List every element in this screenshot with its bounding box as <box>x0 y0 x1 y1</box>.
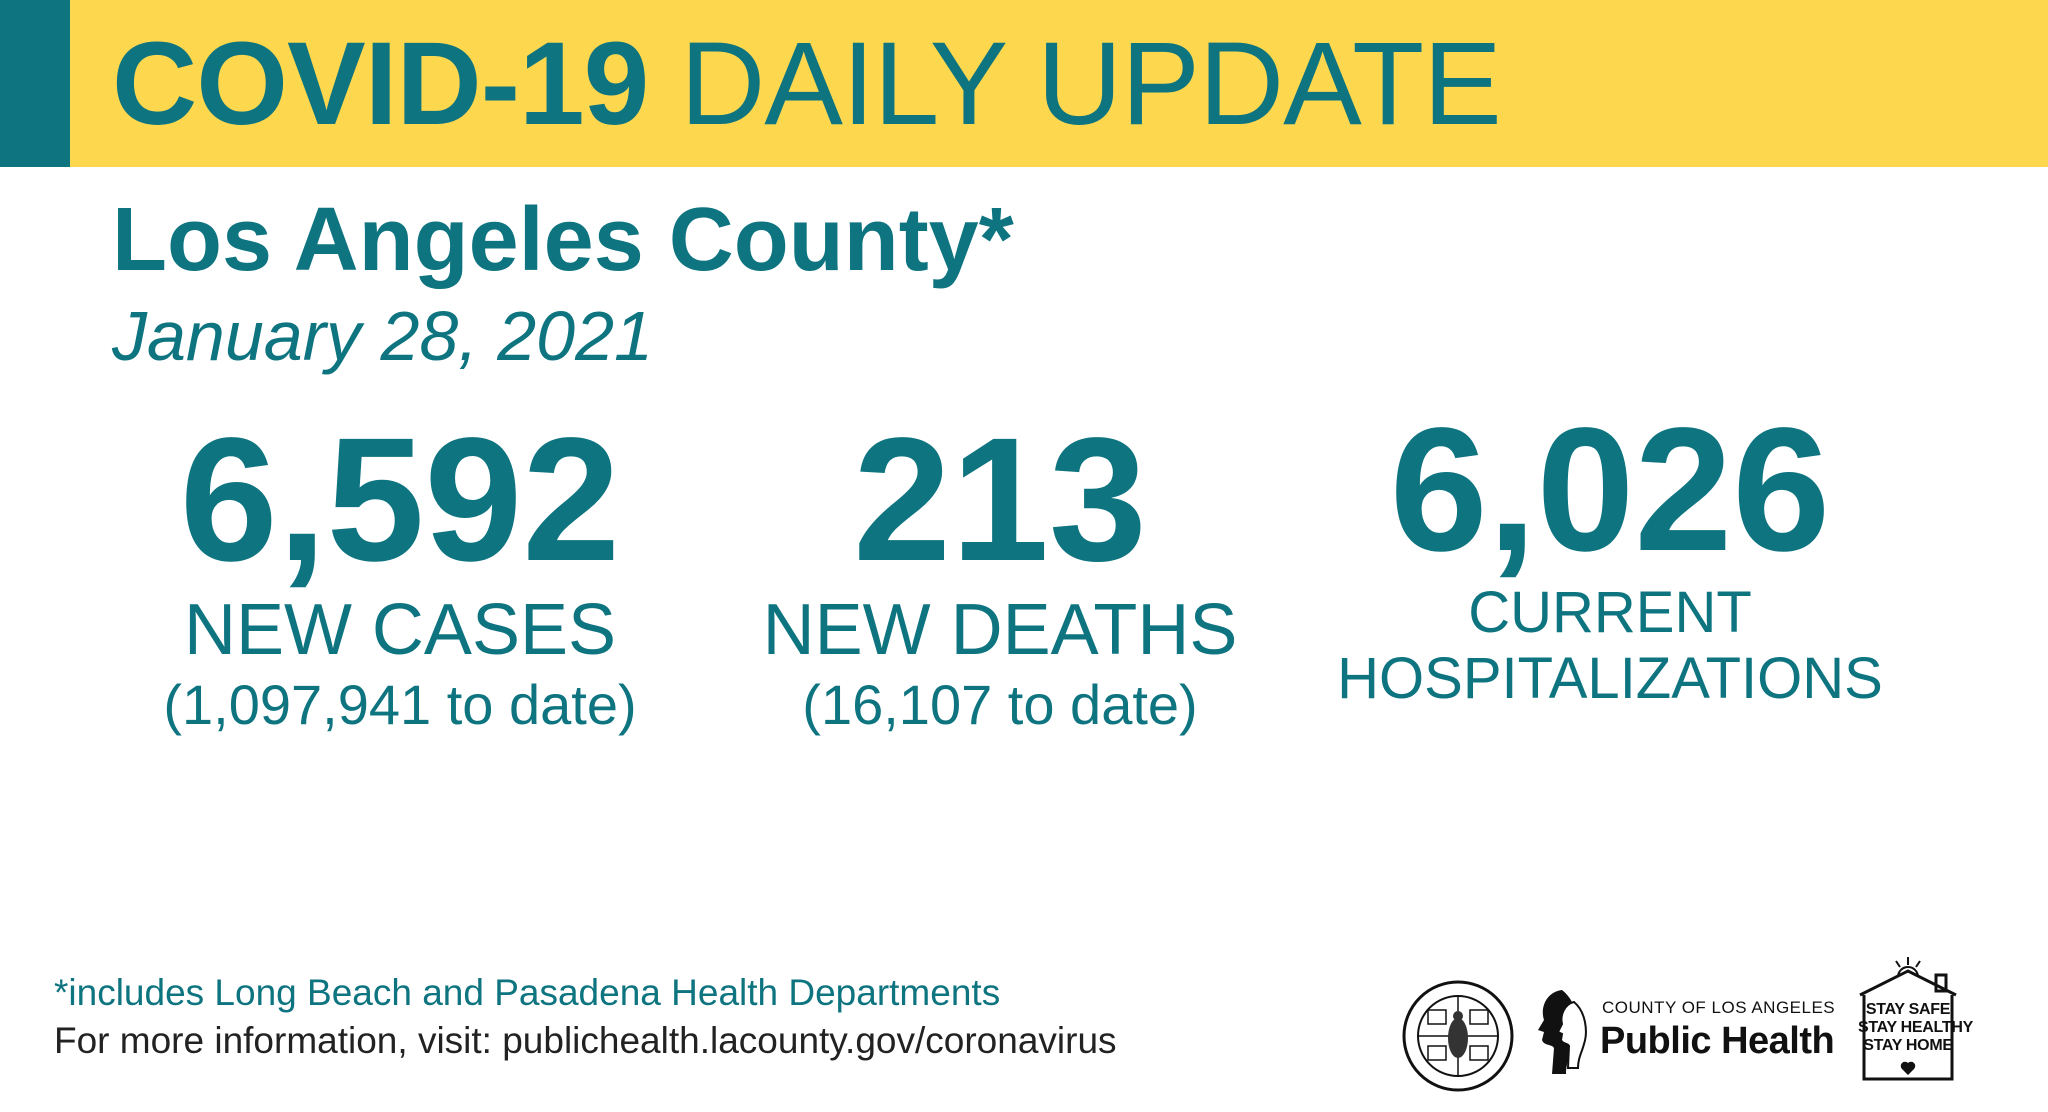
stay-line: STAY HOME <box>1863 1037 1953 1054</box>
deaths-to-date: (16,107 to date) <box>802 673 1198 736</box>
hospitalizations-value: 6,026 <box>1389 392 1831 588</box>
new-deaths-value: 213 <box>853 402 1147 598</box>
new-cases-value: 6,592 <box>179 402 621 598</box>
title-banner: COVID-19 DAILY UPDATE <box>0 0 2048 167</box>
hospitalizations-label-line1: CURRENT <box>1468 580 1752 645</box>
new-cases-label: NEW CASES <box>183 590 617 670</box>
stay-slogan: STAY SAFE STAY HEALTHY STAY HOME <box>1858 1001 1973 1055</box>
stay-line: STAY SAFE <box>1865 1001 1951 1018</box>
banner-accent-bar <box>0 0 70 167</box>
new-deaths-label: NEW DEATHS <box>762 590 1238 670</box>
house-outline-icon <box>1859 957 1957 1081</box>
stay-line: STAY HEALTHY <box>1858 1019 1973 1036</box>
title-regular-part: DAILY UPDATE <box>680 18 1502 150</box>
public-health-title: Public Health <box>1600 1020 1835 1062</box>
info-link-text: For more information, visit: publichealt… <box>54 1020 1117 1061</box>
cases-to-date: (1,097,941 to date) <box>163 673 637 736</box>
hospitalizations-stat: 6,026 CURRENT HOSPITALIZATIONS <box>1330 400 1890 712</box>
public-health-logo: COUNTY OF LOS ANGELES Public Health <box>1532 982 1836 1082</box>
public-health-county-text: COUNTY OF LOS ANGELES <box>1602 998 1836 1017</box>
page-title: COVID-19 DAILY UPDATE <box>112 24 1502 144</box>
county-seal-logo <box>1402 980 1514 1092</box>
stay-safe-logo: STAY SAFE STAY HEALTHY STAY HOME <box>1852 955 1973 1085</box>
footnote: *includes Long Beach and Pasadena Health… <box>54 972 1001 1013</box>
hospitalizations-label-line2: HOSPITALIZATIONS <box>1337 646 1883 711</box>
profile-heads-icon <box>1538 990 1587 1074</box>
report-date: January 28, 2021 <box>112 297 653 375</box>
county-subtitle: Los Angeles County* <box>112 190 1014 290</box>
new-cases-stat: 6,592 NEW CASES (1,097,941 to date) <box>140 410 660 740</box>
new-deaths-stat: 213 NEW DEATHS (16,107 to date) <box>740 410 1260 740</box>
title-bold-part: COVID-19 <box>112 18 649 150</box>
